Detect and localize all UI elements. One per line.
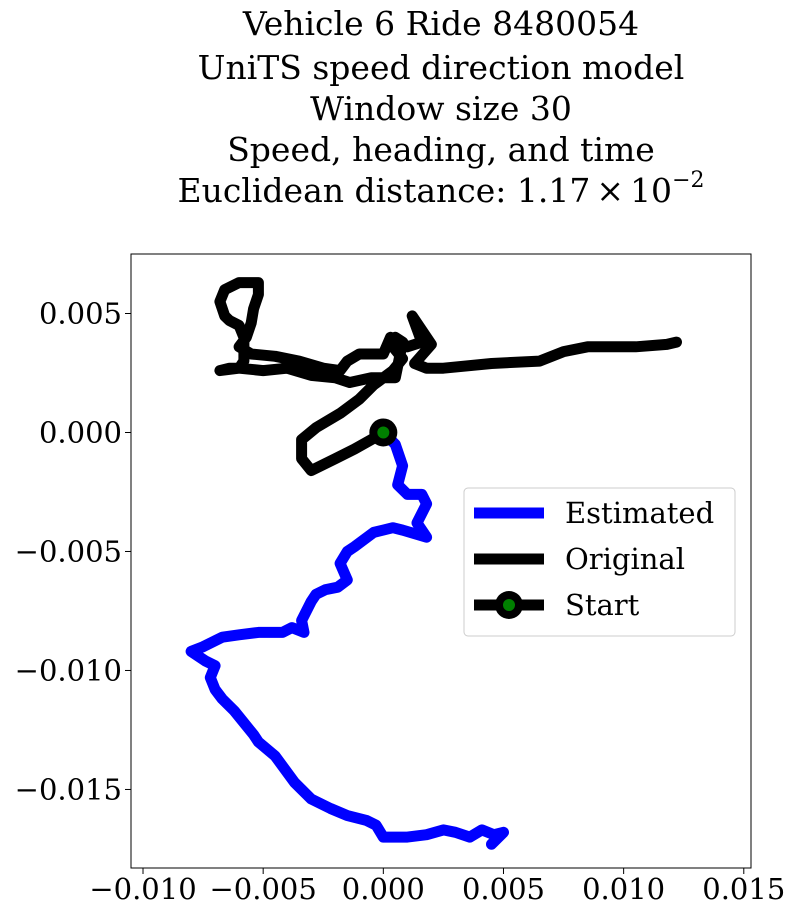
legend-start-marker-center (503, 599, 515, 611)
start-layer (369, 418, 398, 447)
title-line-5: Euclidean distance: 1.17 × 10−2 (177, 168, 704, 210)
chart-title: Vehicle 6 Ride 8480054 UniTS speed direc… (177, 4, 704, 210)
y-tick-label: −0.015 (15, 772, 122, 806)
title-line-5-text: Euclidean distance: (177, 171, 516, 210)
y-axis: 0.005 0.000 −0.005 −0.010 −0.015 (15, 296, 131, 806)
series-line-original (214, 277, 682, 477)
title-base: 10 (630, 171, 672, 210)
x-axis: −0.010 −0.005 0.000 0.005 0.010 0.015 (89, 868, 785, 906)
series-layer (185, 277, 682, 850)
y-tick-label: −0.005 (15, 534, 122, 568)
x-tick-label: −0.005 (210, 872, 317, 906)
title-line-4: Speed, heading, and time (227, 130, 655, 169)
legend-start-label: Start (565, 588, 640, 622)
x-tick-label: −0.010 (89, 872, 196, 906)
title-exponent: −2 (672, 168, 704, 193)
y-tick-label: 0.005 (39, 296, 122, 330)
y-tick-label: −0.010 (15, 653, 122, 687)
y-tick-label: 0.000 (39, 415, 122, 449)
legend-box (463, 487, 736, 637)
title-line-1: Vehicle 6 Ride 8480054 (242, 4, 639, 43)
title-line-3: Window size 30 (310, 89, 572, 128)
x-tick-label: 0.015 (702, 872, 785, 906)
legend-estimated-label: Estimated (565, 496, 714, 530)
title-mantissa: 1.17 (517, 171, 590, 210)
legend: Estimated Original Start (463, 487, 736, 637)
x-tick-label: 0.000 (342, 872, 425, 906)
title-times: × (596, 171, 624, 210)
plot-frame (130, 253, 752, 869)
start-marker-center (377, 426, 390, 439)
legend-original-label: Original (565, 542, 685, 576)
x-tick-label: 0.005 (462, 872, 545, 906)
x-tick-label: 0.010 (582, 872, 665, 906)
series-line-estimated (185, 427, 509, 850)
title-line-2: UniTS speed direction model (198, 48, 685, 87)
